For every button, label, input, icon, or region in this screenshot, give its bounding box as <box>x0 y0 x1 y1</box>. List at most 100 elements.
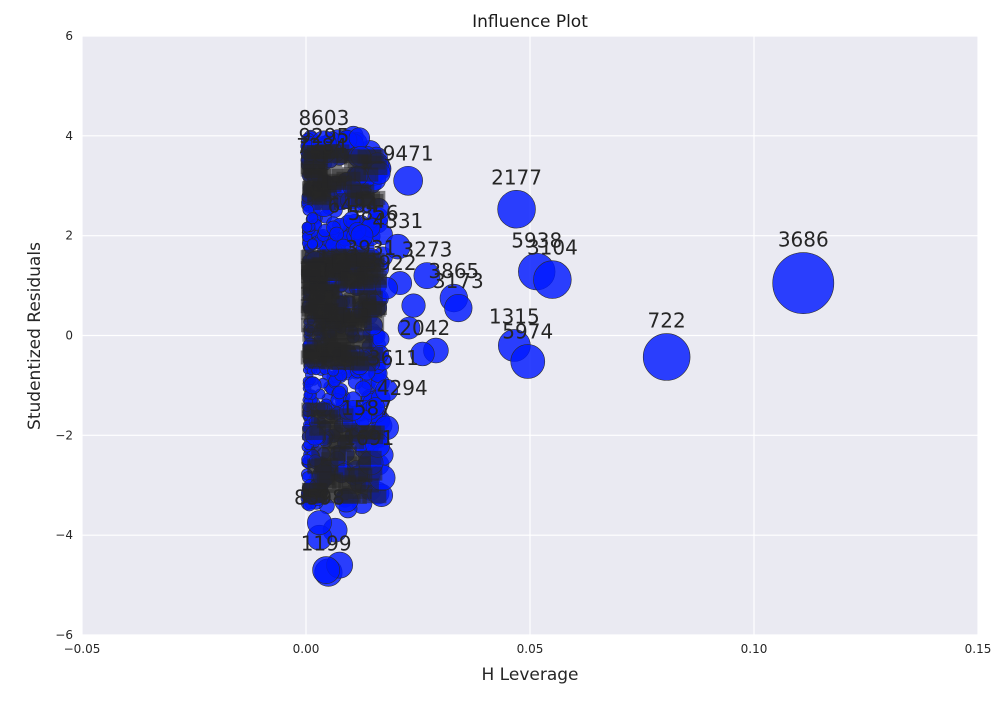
overlapping-label-mass <box>306 187 331 202</box>
x-tick-label: 0.00 <box>293 642 320 656</box>
point-label: 3865 <box>428 259 479 283</box>
data-point <box>350 224 374 247</box>
data-point <box>497 190 536 229</box>
data-point <box>332 385 346 400</box>
overlapping-label-mass <box>329 408 354 423</box>
overlapping-label-mass <box>348 484 373 499</box>
overlapping-label-mass <box>303 168 328 183</box>
y-tick-label: 2 <box>65 229 73 243</box>
point-label: 5974 <box>502 319 553 343</box>
point-label: 3104 <box>527 236 578 260</box>
data-point <box>772 252 835 314</box>
data-point <box>444 293 473 323</box>
overlapping-label-mass <box>359 429 384 444</box>
overlapping-label-mass <box>301 402 326 417</box>
data-point <box>303 376 322 395</box>
overlapping-label-mass <box>332 254 357 269</box>
data-point <box>393 165 423 196</box>
point-label: 1315 <box>489 304 540 328</box>
point-label: 2042 <box>399 316 450 340</box>
point-label: 3173 <box>433 269 484 293</box>
point-label: 3611 <box>368 346 419 370</box>
x-tick-label: 0.05 <box>517 642 544 656</box>
axis-ticks: −0.05 0.00 0.05 0.10 0.15 −6 −4 −2 0 2 4 6 <box>55 29 991 656</box>
overlapping-label-mass <box>362 300 387 315</box>
data-point <box>306 238 318 250</box>
overlapping-label-mass <box>334 192 359 207</box>
data-point <box>510 344 546 379</box>
y-tick-label: 4 <box>65 129 73 143</box>
point-label: 5938 <box>511 228 562 252</box>
point-label: 3931 <box>346 236 397 260</box>
x-tick-label: 0.15 <box>965 642 992 656</box>
data-point <box>533 260 572 299</box>
overlapping-label-mass <box>332 423 357 438</box>
overlapping-label-mass <box>308 355 333 370</box>
y-tick-label: −6 <box>55 628 73 642</box>
overlapping-label-mass <box>304 304 329 319</box>
data-point <box>413 262 441 290</box>
point-label: 8603 <box>298 106 349 130</box>
point-label: 1199 <box>301 532 352 556</box>
y-tick-label: 0 <box>65 329 73 343</box>
overlapping-label-mass <box>301 262 326 277</box>
point-label: 722 <box>648 309 686 333</box>
point-label: 4294 <box>377 376 428 400</box>
y-tick-label: −4 <box>55 528 73 542</box>
overlapping-label-mass <box>316 342 341 357</box>
y-tick-label: 6 <box>65 29 73 43</box>
overlapping-label-mass <box>347 334 372 349</box>
y-tick-label: −2 <box>55 428 73 442</box>
point-label: 4331 <box>372 209 423 233</box>
overlapping-label-mass <box>308 290 333 305</box>
data-point <box>365 397 385 417</box>
overlapping-label-mass <box>311 446 336 461</box>
overlapping-label-mass <box>343 308 368 323</box>
point-label: 6484 <box>328 194 379 218</box>
point-label: 3922 <box>366 251 417 275</box>
overlapping-label-mass <box>310 471 335 486</box>
point-label: 8598 <box>294 486 345 510</box>
point-label: 1691 <box>343 426 394 450</box>
data-point <box>307 510 332 536</box>
overlapping-label-mass <box>336 171 361 186</box>
overlapping-label-mass <box>307 458 332 473</box>
overlapping-label-mass <box>340 435 365 450</box>
point-label: 7284 <box>296 134 347 158</box>
overlapping-label-mass <box>358 466 383 481</box>
data-point <box>312 556 341 584</box>
overlapping-label-mass <box>356 191 381 206</box>
overlapping-label-mass <box>301 146 326 161</box>
data-point <box>401 293 426 318</box>
data-point <box>329 226 344 242</box>
data-point <box>375 379 399 402</box>
overlapping-label-mass <box>323 150 348 165</box>
chart-title: Influence Plot <box>472 12 588 32</box>
data-point <box>348 127 371 149</box>
overlapping-label-mass <box>340 271 365 286</box>
data-point <box>642 333 691 381</box>
y-axis-label: Studentized Residuals <box>25 242 45 430</box>
x-axis-label: H Leverage <box>482 665 579 685</box>
overlapping-label-mass <box>302 489 327 504</box>
data-point <box>385 233 411 260</box>
point-label: 3273 <box>402 237 453 261</box>
x-tick-label: −0.05 <box>64 642 101 656</box>
point-label: 9471 <box>383 141 434 165</box>
overlapping-label-mass <box>352 357 377 372</box>
point-label: 9295 <box>298 124 349 148</box>
point-label: 1587 <box>341 396 392 420</box>
overlapping-label-mass <box>359 149 384 164</box>
data-point <box>354 380 372 398</box>
overlapping-label-mass <box>362 270 387 285</box>
data-point <box>397 316 421 340</box>
point-label: 5856 <box>348 201 399 225</box>
data-point <box>306 212 319 225</box>
data-point <box>301 221 313 233</box>
data-point <box>410 341 435 367</box>
overlapping-label-mass <box>301 318 326 333</box>
x-tick-label: 0.10 <box>741 642 768 656</box>
point-label: 2177 <box>491 165 542 189</box>
